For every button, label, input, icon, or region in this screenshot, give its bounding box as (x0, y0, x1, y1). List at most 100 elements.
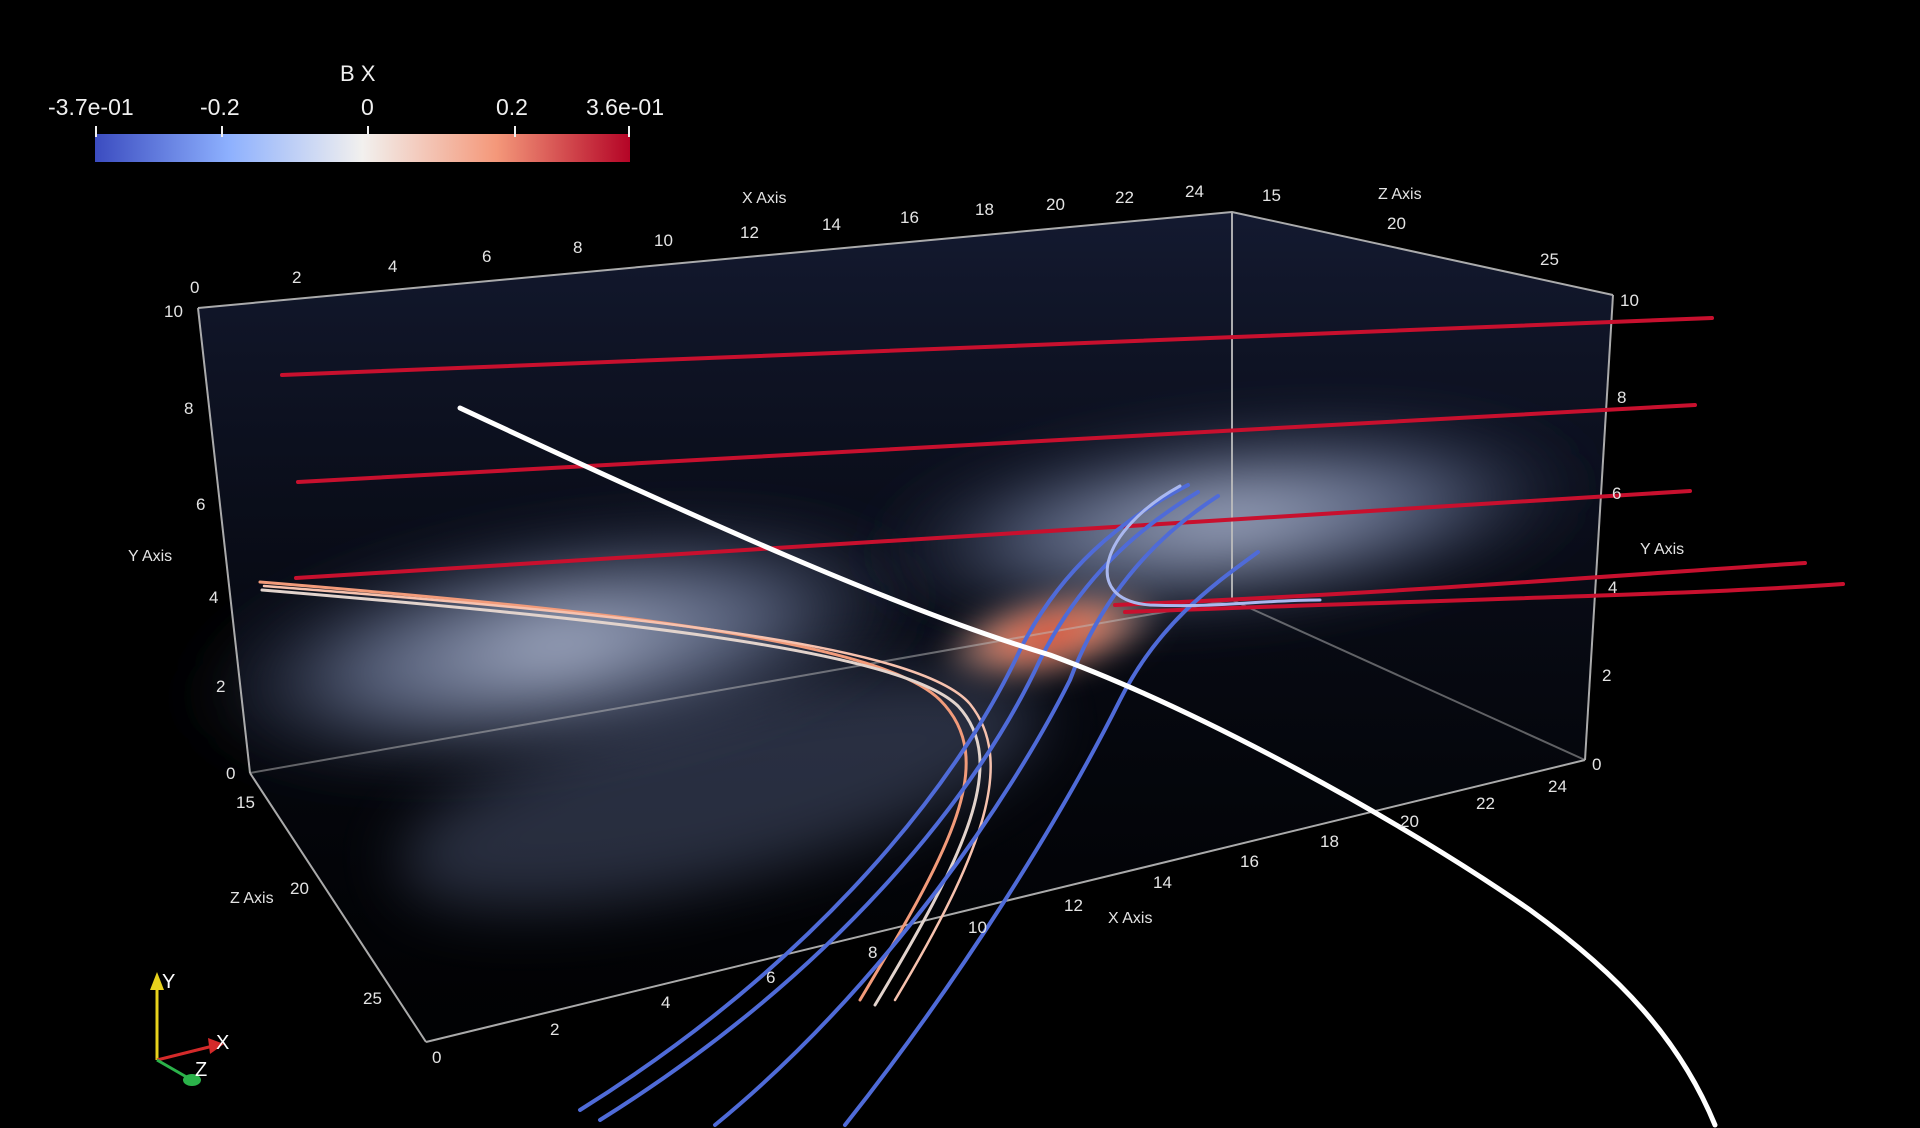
z-axis-title-back: Z Axis (1378, 186, 1422, 203)
box-left-bottom-edge (249, 772, 427, 1043)
x-tick-back: 8 (573, 238, 582, 257)
field-lines-blue (578, 483, 1322, 1127)
z-tick-front: 15 (236, 793, 255, 812)
orientation-x-label: X (216, 1032, 229, 1054)
y-tick-left: 4 (209, 588, 218, 607)
z-tick-back: 15 (1262, 186, 1281, 205)
field-lines-red (280, 316, 1845, 614)
volume-rendering (174, 212, 1613, 1042)
x-tick-front: 2 (550, 1020, 559, 1039)
x-tick-front: 12 (1064, 896, 1083, 915)
reconnect-line-b (260, 588, 982, 1007)
y-tick-right: 10 (1620, 291, 1639, 310)
blue-field-line-1 (578, 483, 1190, 1112)
y-tick-left: 10 (164, 302, 183, 321)
field-lines-reconnecting (258, 580, 992, 1007)
red-field-line-1 (280, 316, 1714, 377)
y-tick-left: 0 (226, 764, 235, 783)
bounding-box-outline (197, 210, 1614, 1043)
y-axis-right: Y Axis 0 2 4 6 8 10 (1592, 291, 1684, 774)
color-legend-label: 0 (361, 94, 374, 120)
x-tick-front: 4 (661, 993, 670, 1012)
z-tick-back: 20 (1387, 214, 1406, 233)
x-tick-back: 6 (482, 247, 491, 266)
y-tick-left: 8 (184, 399, 193, 418)
color-legend-label: -0.2 (200, 94, 240, 120)
color-legend-label: 0.2 (496, 94, 528, 120)
x-tick-back: 16 (900, 208, 919, 227)
x-tick-front: 8 (868, 943, 877, 962)
white-field-line (457, 405, 1718, 1128)
box-back-bottom-edge (249, 599, 1233, 774)
orientation-x-arrow (156, 1044, 214, 1062)
x-tick-front: 22 (1476, 794, 1495, 813)
y-tick-left: 6 (196, 495, 205, 514)
x-tick-back: 2 (292, 268, 301, 287)
box-right-vertical-edge (1584, 294, 1614, 761)
box-back-bottom-edge-z (1231, 599, 1586, 761)
x-tick-front: 20 (1400, 812, 1419, 831)
y-axis-title-right: Y Axis (1640, 541, 1684, 558)
z-tick-front: 20 (290, 879, 309, 898)
x-tick-back: 20 (1046, 195, 1065, 214)
blue-field-line-5 (1105, 484, 1322, 608)
red-field-line-4 (1113, 561, 1807, 607)
color-legend-label-max: 3.6e-01 (586, 94, 664, 120)
x-tick-front: 24 (1548, 777, 1567, 796)
blue-field-line-2 (598, 490, 1200, 1122)
volume-current-sheet-core (937, 587, 1163, 683)
x-tick-back: 0 (190, 278, 199, 297)
x-tick-front: 0 (432, 1048, 441, 1067)
y-tick-right: 0 (1592, 755, 1601, 774)
z-axis-front: Z Axis 15 20 25 (230, 793, 382, 1008)
volume-cloud-lower (399, 671, 1041, 909)
orientation-y-arrowhead (150, 972, 164, 990)
orientation-axes-widget[interactable]: Y X Z (150, 971, 229, 1086)
orientation-z-arrow (156, 1058, 191, 1081)
x-axis-title-back: X Axis (742, 190, 786, 207)
x-tick-front: 18 (1320, 832, 1339, 851)
x-tick-back: 18 (975, 200, 994, 219)
blue-field-line-3 (713, 494, 1220, 1127)
orientation-z-arrowhead (183, 1074, 201, 1086)
x-tick-back: 10 (654, 231, 673, 250)
z-axis-title-front: Z Axis (230, 890, 274, 907)
x-tick-back: 24 (1185, 182, 1204, 201)
color-legend-label-min: -3.7e-01 (48, 94, 134, 120)
reconnect-line-c (262, 584, 992, 1002)
x-tick-front: 16 (1240, 852, 1259, 871)
z-tick-front: 25 (363, 989, 382, 1008)
red-field-line-3 (294, 489, 1692, 580)
y-tick-right: 2 (1602, 666, 1611, 685)
y-tick-right: 8 (1617, 388, 1626, 407)
orientation-z-label: Z (195, 1059, 207, 1081)
blue-field-line-4 (843, 550, 1260, 1127)
y-axis-left: Y Axis 0 2 4 6 8 10 (128, 302, 235, 783)
y-tick-right: 4 (1608, 578, 1617, 597)
x-axis-back: X Axis 0 2 4 6 8 10 12 14 16 18 20 22 24 (190, 182, 1204, 297)
red-field-line-5 (1123, 582, 1845, 614)
color-legend[interactable]: B X -3.7e-01 -0.2 0 0.2 3.6e-01 (48, 61, 664, 162)
x-tick-back: 4 (388, 257, 397, 276)
color-legend-bar (95, 134, 630, 162)
x-axis-title-front: X Axis (1108, 910, 1152, 927)
z-axis-back: Z Axis 15 20 25 (1262, 186, 1559, 269)
x-tick-back: 14 (822, 215, 841, 234)
orientation-y-label: Y (162, 971, 175, 993)
y-tick-left: 2 (216, 677, 225, 696)
x-axis-front: X Axis 0 2 4 6 8 10 12 14 16 18 20 22 24 (432, 777, 1567, 1067)
z-tick-back: 25 (1540, 250, 1559, 269)
x-tick-front: 10 (968, 918, 987, 937)
color-legend-ticks (95, 126, 630, 137)
color-legend-title: B X (340, 61, 376, 86)
x-tick-front: 6 (766, 968, 775, 987)
orientation-x-arrowhead (208, 1038, 224, 1054)
y-axis-title-left: Y Axis (128, 548, 172, 565)
x-tick-back: 12 (740, 223, 759, 242)
red-field-line-2 (296, 403, 1697, 484)
x-tick-back: 22 (1115, 188, 1134, 207)
x-tick-front: 14 (1153, 873, 1172, 892)
y-tick-right: 6 (1612, 484, 1621, 503)
box-left-vertical-edge (197, 307, 251, 774)
